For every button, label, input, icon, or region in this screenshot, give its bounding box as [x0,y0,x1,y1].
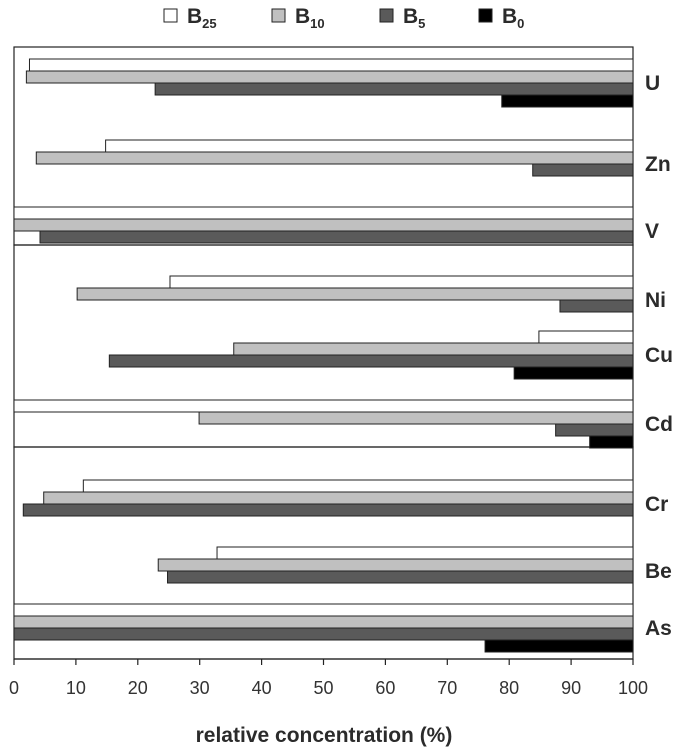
bar-cu-b5 [108,354,634,368]
bar-ni-b10 [76,287,634,301]
x-axis-title: relative concentration (%) [196,724,453,747]
category-label-zn: Zn [645,153,671,176]
category-label-cu: Cu [645,344,673,367]
x-tick-label: 30 [190,678,210,698]
bar-cd-b5 [555,423,634,437]
bar-cd-b0 [589,435,634,449]
x-tick-label: 0 [9,678,19,698]
bar-be-b10 [157,558,634,572]
legend: B25 B10 B5 B0 [163,5,524,31]
legend-swatch-b25 [163,8,178,23]
x-tick-label: 90 [561,678,581,698]
bar-zn-b5 [532,163,634,177]
category-label-be: Be [645,560,672,583]
bar-cu-b0 [513,366,634,380]
bar-u-b5 [154,82,634,96]
bar-u-b10 [25,70,634,84]
category-label-u: U [645,72,660,95]
bar-as-b25 [13,603,634,617]
bar-cu-b25 [538,330,634,344]
bar-v-b5 [39,230,634,244]
bar-as-b5 [13,627,634,641]
bar-v-b25 [13,206,634,220]
bar-zn-b25 [105,139,634,153]
bar-cd-b25 [13,399,634,413]
bar-v-b10 [13,218,634,232]
legend-label-b0: B0 [502,5,524,31]
legend-swatch-b5 [379,8,394,23]
category-labels: U Zn V Ni Cu Cd Cr Be As [645,72,673,640]
category-label-v: V [645,220,659,243]
bar-zn-b10 [35,151,634,165]
x-tick-label: 70 [437,678,457,698]
legend-swatch-b0 [478,8,493,23]
legend-label-b25: B25 [187,5,217,31]
bar-be-b5 [167,570,634,584]
x-tick-label: 80 [499,678,519,698]
bar-as-b0 [484,639,634,653]
bar-cu-b10 [233,342,634,356]
x-tick-label: 60 [375,678,395,698]
bar-ni-b25 [169,275,634,289]
category-label-as: As [645,617,672,640]
x-tick-label: 100 [618,678,648,698]
bars [13,58,634,653]
category-label-ni: Ni [645,289,666,312]
legend-label-b10: B10 [295,5,325,31]
bar-ni-b5 [559,299,634,313]
bar-be-b25 [216,546,634,560]
category-label-cd: Cd [645,413,673,436]
x-tick-label: 20 [128,678,148,698]
bar-cd-b10 [198,411,634,425]
legend-swatch-b10 [271,8,286,23]
legend-label-b5: B5 [403,5,425,31]
bar-u-b0 [501,94,634,108]
x-tick-label: 40 [252,678,272,698]
x-tick-label: 50 [313,678,333,698]
bar-cr-b10 [43,491,634,505]
x-tick-label: 10 [66,678,86,698]
bar-cr-b5 [22,503,634,517]
x-axis: 0 10 20 30 40 50 60 70 80 90 100 [9,658,648,698]
bar-u-b25 [28,58,634,72]
bar-cr-b25 [82,479,634,493]
bar-as-b10 [13,615,634,629]
category-label-cr: Cr [645,493,668,516]
